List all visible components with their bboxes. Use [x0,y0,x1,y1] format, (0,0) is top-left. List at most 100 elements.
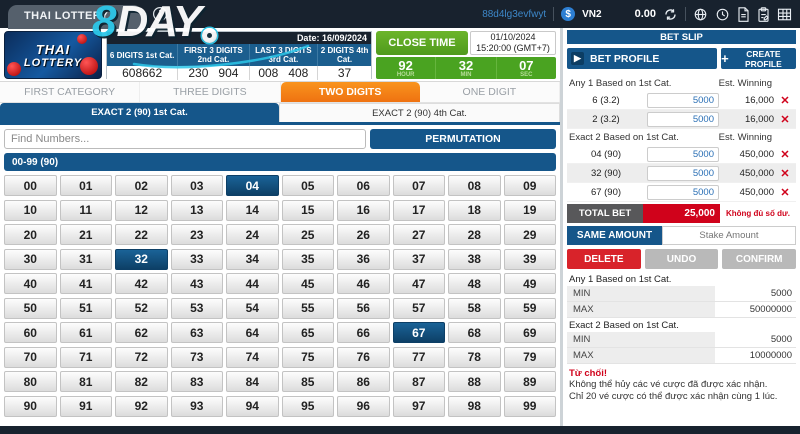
number-cell-03[interactable]: 03 [170,175,223,196]
bet-stake-input[interactable] [647,165,719,181]
refresh-icon[interactable] [663,7,678,22]
bet-stake-input[interactable] [647,146,719,162]
number-cell-11[interactable]: 11 [59,199,112,221]
number-cell-44[interactable]: 44 [226,273,279,294]
number-cell-30[interactable]: 30 [4,248,57,270]
number-cell-64[interactable]: 64 [226,322,279,343]
number-cell-65[interactable]: 65 [281,322,334,343]
number-cell-67[interactable]: 67 [392,322,445,343]
number-cell-08[interactable]: 08 [448,175,501,196]
number-cell-79[interactable]: 79 [503,346,556,368]
number-cell-17[interactable]: 17 [392,199,445,221]
number-cell-22[interactable]: 22 [115,224,168,245]
tab-two-digits[interactable]: TWO DIGITS [280,82,420,102]
number-cell-58[interactable]: 58 [448,297,501,319]
number-cell-87[interactable]: 87 [392,371,445,392]
number-cell-96[interactable]: 96 [337,395,390,417]
document-icon[interactable] [737,6,750,22]
number-cell-97[interactable]: 97 [392,395,445,417]
number-cell-38[interactable]: 38 [448,248,501,270]
number-cell-50[interactable]: 50 [4,297,57,319]
number-cell-72[interactable]: 72 [115,346,168,368]
number-cell-31[interactable]: 31 [59,248,112,270]
number-cell-51[interactable]: 51 [59,297,112,319]
subtab-exact-2-90-4th-cat-[interactable]: EXACT 2 (90) 4th Cat. [279,103,560,122]
number-cell-28[interactable]: 28 [448,224,501,245]
number-cell-46[interactable]: 46 [337,273,390,294]
number-cell-47[interactable]: 47 [392,273,445,294]
number-cell-66[interactable]: 66 [337,322,390,343]
number-cell-10[interactable]: 10 [4,199,57,221]
number-cell-12[interactable]: 12 [115,199,168,221]
number-cell-73[interactable]: 73 [170,346,223,368]
number-cell-39[interactable]: 39 [503,248,556,270]
number-cell-57[interactable]: 57 [392,297,445,319]
number-cell-04[interactable]: 04 [226,175,279,196]
number-cell-29[interactable]: 29 [503,224,556,245]
create-profile-button[interactable]: + CREATE PROFILE [721,48,796,69]
number-cell-34[interactable]: 34 [226,248,279,270]
tab-three-digits[interactable]: THREE DIGITS [140,82,281,102]
number-cell-76[interactable]: 76 [337,346,390,368]
permutation-button[interactable]: PERMUTATION [370,129,556,149]
number-cell-55[interactable]: 55 [281,297,334,319]
number-cell-25[interactable]: 25 [281,224,334,245]
subtab-exact-2-90-1st-cat-[interactable]: EXACT 2 (90) 1st Cat. [0,103,279,122]
info-icon[interactable] [152,6,168,22]
number-cell-02[interactable]: 02 [115,175,168,196]
remove-bet-icon[interactable]: ✕ [780,148,790,161]
same-amount-button[interactable]: SAME AMOUNT [567,226,662,245]
number-cell-71[interactable]: 71 [59,346,112,368]
number-cell-26[interactable]: 26 [337,224,390,245]
number-cell-49[interactable]: 49 [503,273,556,294]
number-cell-62[interactable]: 62 [115,322,168,343]
number-cell-15[interactable]: 15 [281,199,334,221]
bet-stake-input[interactable] [647,111,719,127]
number-cell-98[interactable]: 98 [448,395,501,417]
number-cell-36[interactable]: 36 [337,248,390,270]
number-cell-06[interactable]: 06 [337,175,390,196]
number-cell-56[interactable]: 56 [337,297,390,319]
number-cell-42[interactable]: 42 [115,273,168,294]
number-cell-23[interactable]: 23 [170,224,223,245]
number-cell-14[interactable]: 14 [226,199,279,221]
number-cell-82[interactable]: 82 [115,371,168,392]
number-cell-59[interactable]: 59 [503,297,556,319]
table-icon[interactable] [777,7,792,22]
number-cell-60[interactable]: 60 [4,322,57,343]
remove-bet-icon[interactable]: ✕ [780,167,790,180]
number-cell-91[interactable]: 91 [59,395,112,417]
number-cell-94[interactable]: 94 [226,395,279,417]
number-cell-89[interactable]: 89 [503,371,556,392]
delete-button[interactable]: DELETE [567,249,641,269]
confirm-button[interactable]: CONFIRM [722,249,797,269]
game-tab-thai-lottery[interactable]: THAI LOTTERY [8,5,143,29]
number-cell-40[interactable]: 40 [4,273,57,294]
number-cell-53[interactable]: 53 [170,297,223,319]
history-icon[interactable] [715,7,730,22]
number-cell-41[interactable]: 41 [59,273,112,294]
number-cell-13[interactable]: 13 [170,199,223,221]
number-cell-99[interactable]: 99 [503,395,556,417]
number-cell-05[interactable]: 05 [281,175,334,196]
number-cell-84[interactable]: 84 [226,371,279,392]
remove-bet-icon[interactable]: ✕ [780,186,790,199]
number-cell-33[interactable]: 33 [170,248,223,270]
number-cell-32[interactable]: 32 [115,248,168,270]
undo-button[interactable]: UNDO [644,249,719,269]
number-cell-37[interactable]: 37 [392,248,445,270]
number-cell-48[interactable]: 48 [448,273,501,294]
number-cell-68[interactable]: 68 [448,322,501,343]
find-numbers-input[interactable] [4,129,366,149]
number-cell-16[interactable]: 16 [337,199,390,221]
number-cell-21[interactable]: 21 [59,224,112,245]
remove-bet-icon[interactable]: ✕ [780,113,790,126]
number-cell-43[interactable]: 43 [170,273,223,294]
number-cell-54[interactable]: 54 [226,297,279,319]
close-time-button[interactable]: CLOSE TIME [376,31,468,55]
number-cell-78[interactable]: 78 [448,346,501,368]
number-cell-92[interactable]: 92 [115,395,168,417]
number-cell-74[interactable]: 74 [226,346,279,368]
number-cell-35[interactable]: 35 [281,248,334,270]
number-cell-95[interactable]: 95 [281,395,334,417]
